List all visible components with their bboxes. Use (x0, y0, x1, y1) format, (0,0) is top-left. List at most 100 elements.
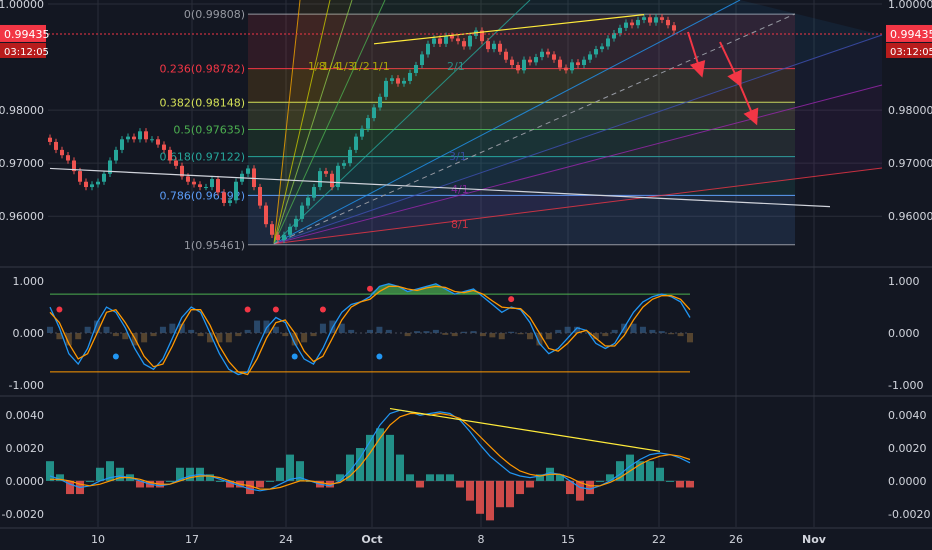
candle-body (210, 179, 214, 188)
osc-buy-dot (376, 353, 383, 360)
gann-fan-label: 1/1 (372, 60, 390, 73)
osc-hist-bar (470, 331, 477, 333)
osc-hist-bar (527, 333, 533, 340)
candle-body (144, 131, 148, 140)
macd-pane[interactable] (46, 407, 694, 521)
osc-hist-bar (479, 333, 486, 337)
macd-tick-right: 0.0040 (888, 409, 927, 422)
candle-body (522, 59, 526, 71)
osc-hist-bar (178, 323, 185, 333)
current-price-badge (0, 24, 46, 42)
candle-body (72, 160, 76, 172)
time-tick: 17 (185, 533, 199, 546)
candle-body (126, 136, 130, 140)
candle-body (492, 43, 496, 50)
osc-hist-bar (508, 331, 515, 333)
gann-fan-line (273, 0, 353, 244)
candle-body (204, 187, 208, 189)
gann-fan-line (273, 34, 883, 245)
osc-hist-bar (169, 323, 176, 333)
macd-hist-bar (376, 428, 384, 481)
gann-fan-line (273, 167, 883, 245)
macd-hist-bar (516, 480, 524, 495)
macd-hist-bar (436, 474, 444, 481)
osc-hist-bar (141, 333, 148, 343)
osc-hist-bar (319, 323, 326, 333)
macd-hist-bar (496, 480, 504, 508)
osc-hist-bar (225, 333, 232, 343)
candle-body (570, 62, 574, 71)
gann-fan-diagonal (273, 13, 796, 245)
time-tick: 24 (279, 533, 293, 546)
time-tick: 26 (729, 533, 743, 546)
osc-hist-bar (574, 326, 581, 333)
gann-fan-line (273, 0, 386, 245)
osc-hist-bar (235, 333, 242, 337)
candle-body (384, 80, 388, 97)
candle-body (444, 35, 448, 44)
macd-hist-bar (486, 480, 494, 521)
price-tick-right: 1.00000 (888, 0, 932, 11)
candle-body (192, 181, 196, 185)
candle-body (504, 51, 508, 60)
countdown-label: 03:12:05 (4, 47, 49, 58)
oscillator-pane[interactable] (47, 283, 693, 376)
candle-body (312, 187, 316, 198)
candle-body (138, 131, 142, 140)
forecast-arrows[interactable] (687, 31, 759, 126)
osc-hist-bar (282, 333, 289, 337)
trendlines[interactable] (48, 14, 882, 208)
macd-hist-bar (676, 480, 684, 488)
gann-fan-label: 1/3 (337, 60, 355, 73)
osc-tick-right: 0.000 (888, 327, 920, 340)
osc-hist-bar (545, 333, 552, 340)
osc-hist-bar (47, 326, 53, 333)
candle-body (216, 179, 220, 193)
candle-body (540, 51, 544, 58)
osc-hist-bar (112, 333, 119, 337)
fib-level-label: 0.5(0.97635) (173, 123, 245, 136)
osc-hist-bar (159, 326, 166, 333)
candle-body (348, 149, 352, 164)
macd-hist-bar (246, 480, 254, 495)
macd-hist-bar (556, 474, 564, 481)
price-tick-left: 0.98000 (0, 104, 44, 117)
forecast-arrow (719, 41, 742, 88)
gann-fan-label: 4/1 (451, 183, 469, 196)
macd-hist-bar (356, 448, 364, 481)
candle-body (402, 80, 406, 84)
macd-hist-bar (226, 480, 234, 488)
price-candles[interactable] (48, 14, 676, 244)
macd-hist-bar (626, 454, 634, 481)
osc-sell-dot (508, 296, 515, 303)
candle-body (594, 49, 598, 55)
osc-hist-bar (611, 329, 618, 333)
macd-hist-bar (596, 480, 604, 482)
osc-hist-bar (536, 333, 543, 346)
osc-hist-bar (122, 333, 129, 340)
osc-hist-bar (555, 329, 562, 333)
gann-fan-line (273, 0, 531, 245)
macd-hist-bar (616, 461, 624, 481)
current-price-label: 0.99435 (890, 28, 932, 41)
candle-body (342, 163, 346, 166)
candle-body (468, 35, 472, 47)
osc-buy-dot (291, 353, 298, 360)
osc-tick-left: -1.000 (9, 379, 44, 392)
gann-fan-label: 8/1 (451, 218, 469, 231)
osc-hist-bar (338, 323, 345, 333)
candle-body (90, 184, 94, 188)
osc-tick-right: -1.000 (888, 379, 923, 392)
candle-body (462, 41, 466, 47)
macd-hist-bar (116, 467, 124, 481)
macd-hist-bar (86, 480, 94, 482)
macd-tick-right: 0.0020 (888, 442, 927, 455)
osc-hist-bar (188, 329, 195, 333)
candle-body (480, 30, 484, 42)
candle-body (294, 218, 298, 227)
macd-trendline (389, 407, 661, 452)
osc-hist-bar (150, 333, 157, 337)
candle-body (108, 160, 112, 174)
